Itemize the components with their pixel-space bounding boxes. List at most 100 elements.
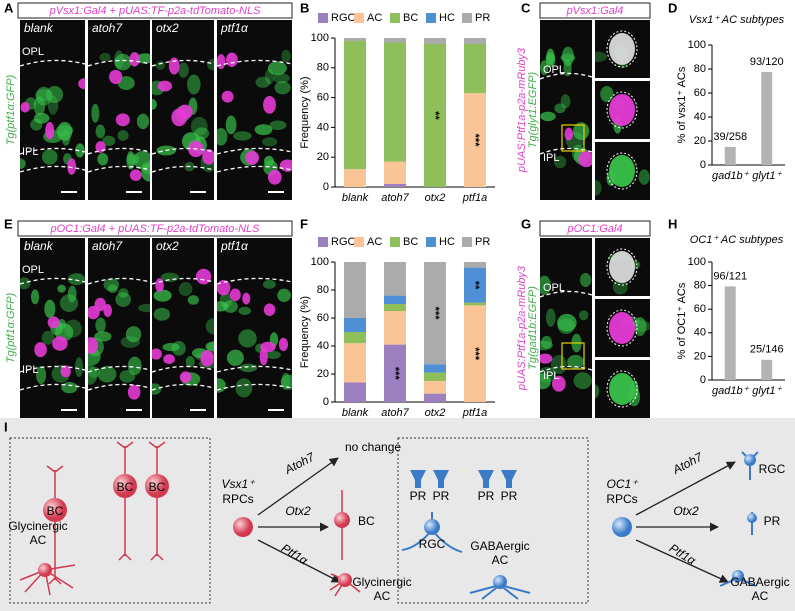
- micrograph: [152, 238, 214, 418]
- bar-segment: [384, 304, 406, 311]
- bar: [724, 286, 736, 380]
- x-tick-label: gad1b⁺: [712, 170, 750, 182]
- magenta-cell: [47, 316, 60, 329]
- magenta-cell: [260, 341, 276, 353]
- image-content: [88, 50, 150, 193]
- magenta-cell: [45, 122, 55, 140]
- green-cell: [162, 342, 180, 352]
- green-cell: [20, 158, 26, 169]
- outcome-label: no change: [345, 440, 401, 454]
- outcome-label: BC: [358, 514, 375, 528]
- y-tick-label: 100: [311, 32, 329, 44]
- green-cell: [178, 62, 189, 78]
- bar-segment: [464, 302, 486, 306]
- green-cell: [20, 277, 31, 290]
- green-cell: [30, 118, 43, 131]
- image-bg: [217, 238, 292, 418]
- box: [9, 437, 211, 604]
- bar-segment: [384, 184, 406, 187]
- image-content: [217, 277, 292, 411]
- magenta-cell: [115, 113, 130, 127]
- layer-boundary: [88, 383, 150, 391]
- magenta-cell: [578, 151, 592, 168]
- layer-boundary: [152, 365, 214, 373]
- magenta-cell: [200, 349, 214, 367]
- cell: [424, 519, 440, 535]
- green-cell: [560, 94, 571, 109]
- legend-swatch: [318, 237, 328, 247]
- legend-label: PR: [475, 236, 490, 248]
- outcome-label: RGC: [759, 462, 786, 476]
- y-axis-label: % of OC1⁺ ACs: [676, 282, 688, 359]
- layer-boundary: [217, 165, 292, 173]
- green-cell: [560, 53, 576, 62]
- green-cell: [573, 372, 592, 390]
- side-label: Tg(glyt1:EGFP): [527, 71, 539, 148]
- green-cell: [265, 350, 281, 359]
- layer-label: IPL: [22, 146, 39, 158]
- magenta-cell: [127, 384, 141, 400]
- green-cell: [94, 331, 112, 342]
- bar-segment: [384, 38, 406, 43]
- cell-label: PR: [501, 489, 518, 503]
- micrograph: [20, 238, 85, 418]
- green-cell: [152, 98, 157, 110]
- layer-label: IPL: [543, 152, 560, 164]
- factor-label: Otx2: [673, 504, 699, 518]
- green-cell: [254, 124, 273, 136]
- magenta-cell: [259, 347, 268, 366]
- cell-label: AC: [30, 533, 47, 547]
- significance: **: [469, 281, 481, 290]
- green-cell: [160, 272, 179, 282]
- cell-label: BC: [117, 480, 134, 494]
- legend-swatch: [462, 237, 472, 247]
- header: pOC1:Gal4 + pUAS:TF-p2a-tdTomato-NLS: [50, 223, 261, 235]
- bar-segment: [344, 332, 366, 344]
- significance: ***: [469, 134, 481, 148]
- magenta-cell: [103, 304, 112, 318]
- layer-boundary: [88, 277, 150, 285]
- green-cell: [152, 383, 162, 395]
- neurite: [46, 465, 64, 585]
- y-tick-label: 40: [694, 111, 706, 123]
- magenta-cell: [242, 292, 251, 305]
- bar-segment: [384, 311, 406, 345]
- bar-segment: [424, 43, 446, 188]
- green-cell: [546, 48, 555, 65]
- layer-boundary: [217, 383, 292, 391]
- green-cell: [155, 60, 166, 70]
- neurite: [148, 441, 166, 561]
- x-tick-label: ptf1a: [462, 407, 487, 419]
- green-cell: [61, 381, 78, 394]
- micrograph: [595, 238, 650, 296]
- magenta-cell: [564, 127, 574, 141]
- magenta-cell: [552, 375, 566, 392]
- magenta-cell: [168, 57, 180, 75]
- image-content: [606, 248, 641, 295]
- green-cell: [238, 329, 257, 348]
- value-label: 93/120: [750, 56, 784, 68]
- green-cell: [557, 318, 575, 335]
- magenta-cell: [60, 365, 71, 378]
- cell: [334, 512, 350, 528]
- cell-label: BC: [149, 480, 166, 494]
- cell: [113, 474, 137, 498]
- green-cell: [205, 341, 214, 352]
- micrograph: [540, 20, 592, 200]
- micrograph: [152, 20, 214, 200]
- bar-segment: [384, 42, 406, 162]
- green-cell: [41, 149, 58, 165]
- bar-segment: [344, 382, 366, 402]
- green-cell: [114, 50, 124, 70]
- magenta-cell: [279, 159, 292, 172]
- image-bg: [152, 238, 214, 418]
- factor-label: Otx2: [285, 504, 311, 518]
- green-cell: [553, 155, 567, 169]
- source-label: RPCs: [222, 492, 253, 506]
- green-cell: [102, 135, 116, 147]
- bar: [724, 146, 736, 165]
- bar-segment: [424, 381, 446, 394]
- green-cell: [638, 169, 650, 185]
- green-cell: [36, 366, 47, 385]
- layer-boundary: [152, 147, 214, 155]
